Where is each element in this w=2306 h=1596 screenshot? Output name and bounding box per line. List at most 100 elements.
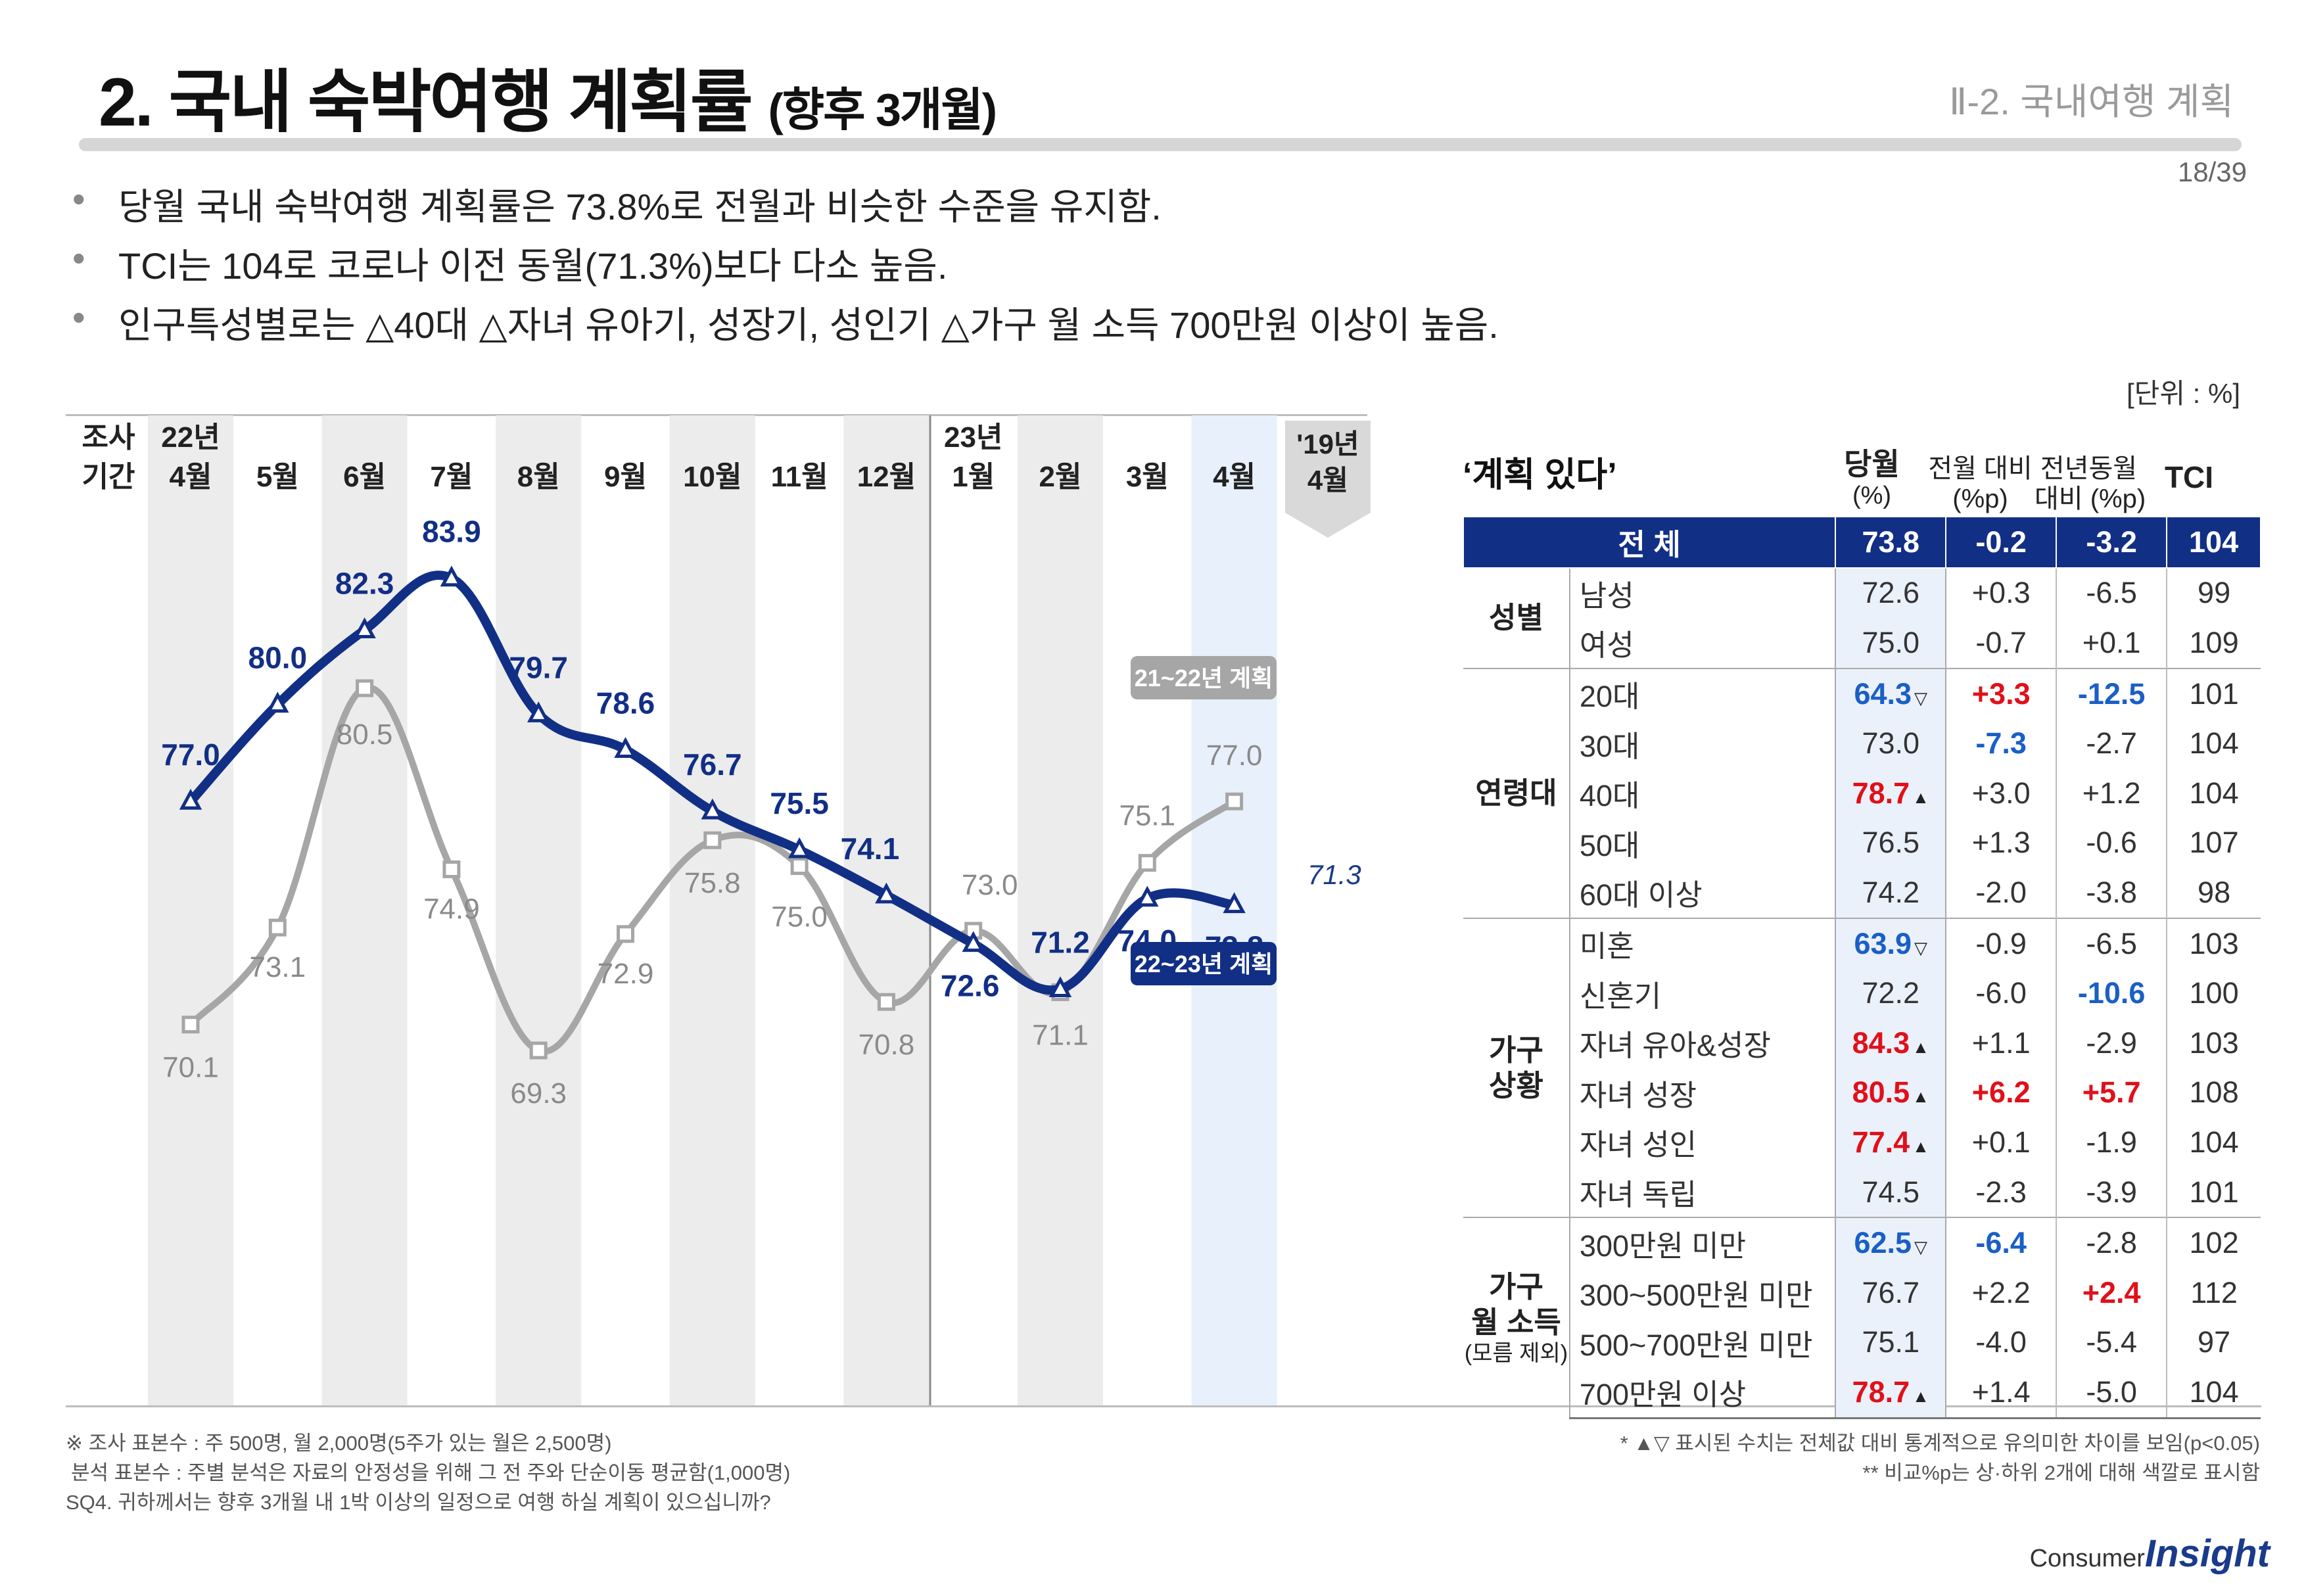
table-row: 연령대 20대 64.3 ▽ +3.3 -12.5 101	[1463, 667, 2261, 918]
x-tick-year: 23년	[944, 421, 1002, 454]
row-mom: -7.3	[1946, 718, 2058, 768]
bullet-3: 인구특성별로는 △40대 △자녀 유아기, 성장기, 성인기 △가구 월 소득 …	[72, 296, 1499, 349]
current-value: 78.7	[1852, 1374, 1910, 1409]
segment-label-line: 가구	[1489, 1269, 1543, 1303]
table-row: 자녀 성장 80.5 ▲ +6.2 +5.7 108	[1463, 1068, 2261, 1118]
table-row: 신혼기 72.2 -6.0 -10.6 100	[1463, 968, 2261, 1018]
significance-down-icon: ▽	[1914, 937, 1928, 958]
row-current: 80.5 ▲	[1835, 1068, 1947, 1118]
footnote-color: ** 비교%p는 상·하위 2개에 대해 색깔로 표시함	[1862, 1461, 2261, 1484]
row-tci: 104	[2189, 726, 2239, 761]
table-row: 700만원 이상 78.7 ▲ +1.4 -5.0 104	[1463, 1367, 2261, 1419]
row-tci: 101	[2189, 1175, 2239, 1209]
row-mom: +1.4	[1946, 1367, 2058, 1419]
point-21-22	[617, 925, 634, 943]
row-mom: -2.3	[1946, 1167, 2058, 1218]
point-22-23	[440, 565, 463, 587]
axis-title-2: 기간	[82, 461, 135, 493]
x-tick-label: 6월	[343, 461, 386, 493]
row-tci: 109	[2189, 625, 2239, 659]
table-row: 500~700만원 미만 75.1 -4.0 -5.4 97	[1463, 1317, 2261, 1368]
data-label-22-23: 76.7	[683, 747, 742, 782]
significance-up-icon: ▲	[1912, 1087, 1929, 1107]
total-tci: 104	[2166, 516, 2261, 569]
legend-21-22-box	[1131, 656, 1277, 699]
data-label-22-23: 83.9	[422, 515, 481, 549]
row-yoy: -2.9	[2056, 1018, 2168, 1068]
significance-down-icon: ▽	[1914, 1237, 1928, 1257]
row-yoy: +1.2	[2056, 768, 2168, 818]
row-tci: 99	[2167, 567, 2261, 619]
segment-label: 연령대	[1463, 667, 1570, 918]
row-yoy: -6.5	[2056, 917, 2168, 969]
data-label-22-23: 72.6	[941, 969, 1000, 1003]
row-mom: +0.1	[1946, 1117, 2058, 1167]
segment-table: 전 체 73.8 -0.2 -3.2 104 성별 남성 72.6 +0.3 -6.5 99 여성 75…	[1462, 516, 2261, 1419]
row-label: 60대 이상	[1568, 868, 1836, 918]
bullet-2: TCI는 104로 코로나 이전 동월(71.3%)보다 다소 높음.	[72, 237, 947, 290]
table-row: 성별 남성 72.6 +0.3 -6.5 99	[1463, 567, 2261, 669]
data-label-22-23: 75.5	[770, 786, 829, 820]
row-label: 300~500만원 미만	[1568, 1267, 1836, 1318]
row-yoy: +0.1	[2056, 618, 2168, 669]
row-current: 64.3 ▽	[1835, 667, 1947, 719]
x-tick-label: 2월	[1039, 461, 1082, 493]
title-subtitle: (향후 3개월)	[768, 84, 997, 135]
row-yoy: +2.4	[2056, 1267, 2168, 1318]
significance-up-icon: ▲	[1912, 1037, 1929, 1057]
row-label: 300만원 미만	[1568, 1217, 1836, 1268]
table-row: 자녀 유아&성장 84.3 ▲ +1.1 -2.9 103	[1463, 1018, 2261, 1068]
row-tci: 103	[2167, 917, 2261, 969]
current-value: 74.5	[1862, 1175, 1920, 1209]
x-tick-label: 1월	[952, 461, 995, 493]
data-label-21-22: 73.1	[249, 951, 306, 983]
reference-column: '19년 4월 71.3	[1284, 421, 1371, 890]
row-current: 72.6	[1835, 567, 1947, 619]
row-yoy: -1.9	[2056, 1117, 2168, 1167]
point-22-23	[353, 617, 376, 638]
point-22-23	[614, 737, 637, 758]
row-label: 50대	[1568, 818, 1836, 868]
column-band	[1018, 415, 1103, 1405]
row-mom: +1.1	[1946, 1018, 2058, 1068]
page-title: 2. 국내 숙박여행 계획률 (향후 3개월)	[99, 64, 997, 141]
point-22-23	[788, 837, 811, 858]
significance-down-icon: ▽	[1914, 688, 1928, 708]
data-label-21-22: 80.5	[337, 718, 393, 751]
total-mom: -0.2	[1945, 516, 2058, 569]
point-21-22	[790, 857, 809, 876]
segment-label-line: 연령대	[1475, 776, 1557, 810]
total-yoy: -3.2	[2056, 516, 2168, 569]
table-row: 자녀 성인 77.4 ▲ +0.1 -1.9 104	[1463, 1117, 2261, 1167]
x-tick-labels: 22년 4월 5월 6월 7월 8월 9월 10월 11월 12월 23년 1월 2월 3월 4월	[161, 421, 1256, 493]
row-tci: 104	[2189, 1125, 2239, 1159]
table-row-total: 전 체 73.8 -0.2 -3.2 104	[1462, 516, 2261, 569]
row-label: 자녀 성인	[1568, 1117, 1836, 1167]
row-current: 75.1	[1835, 1317, 1947, 1368]
row-label: 자녀 독립	[1568, 1167, 1836, 1218]
bullet-1: 당월 국내 숙박여행 계획률은 73.8%로 전월과 비슷한 수준을 유지함.	[72, 177, 1162, 231]
current-value: 80.5	[1852, 1075, 1910, 1110]
row-mom: +1.3	[1946, 818, 2058, 868]
col-header-current: 당월 (%)	[1844, 447, 1900, 509]
x-tick-label: 5월	[256, 461, 299, 493]
point-22-23	[1136, 885, 1159, 907]
segment-label: 가구 월 소득 (모름 제외)	[1463, 1217, 1570, 1419]
table-row: 가구 월 소득 (모름 제외) 300만원 미만 62.5 ▽ -6.4 -2.8 102	[1463, 1217, 2261, 1419]
x-tick-label: 11월	[771, 461, 828, 493]
row-current: 75.0	[1835, 618, 1947, 669]
significance-up-icon: ▲	[1912, 1136, 1929, 1156]
row-yoy: -5.4	[2056, 1317, 2168, 1368]
current-value: 76.5	[1862, 826, 1920, 860]
table-row: 300~500만원 미만 76.7 +2.2 +2.4 112	[1463, 1267, 2261, 1318]
segment-label-line: (모름 제외)	[1464, 1340, 1568, 1366]
current-value: 78.7	[1852, 776, 1910, 810]
row-tci: 103	[2189, 1025, 2239, 1060]
x-tick-label: 12월	[857, 461, 916, 493]
reference-value: 71.3	[1307, 859, 1361, 890]
segment-label: 가구 상황	[1463, 917, 1570, 1218]
col-header-mom: 전월 대비 (%p)	[1928, 454, 2033, 513]
point-22-23	[1223, 892, 1246, 914]
current-value: 77.4	[1852, 1125, 1910, 1159]
point-22-23	[527, 701, 550, 722]
